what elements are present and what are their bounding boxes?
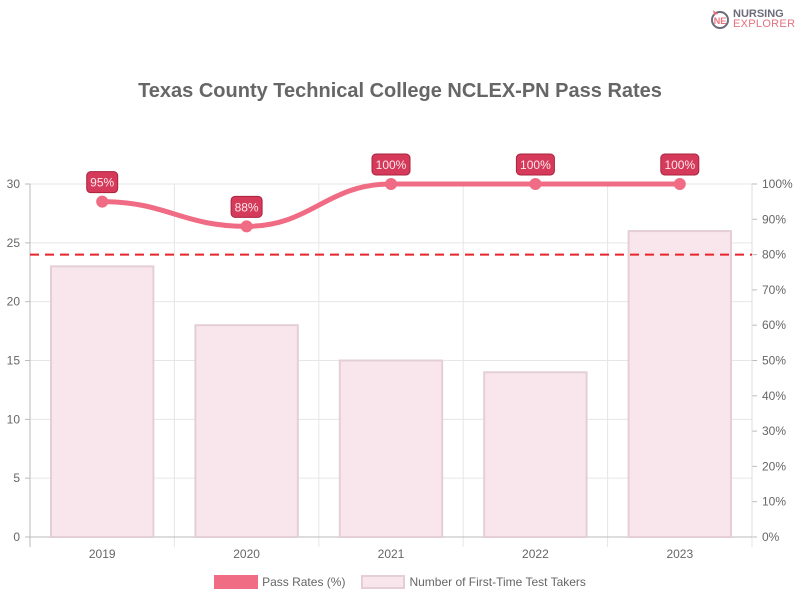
y-right-tick-label: 60%: [762, 318, 786, 332]
pass-rate-point: [240, 220, 253, 233]
data-label-bg: [371, 153, 411, 176]
bar-test-takers: [483, 371, 588, 538]
pass-rate-line: [99, 181, 683, 229]
y-left-tick-label: 15: [7, 354, 21, 368]
x-tick-label: 2021: [378, 547, 405, 561]
logo-line1: NURSING: [733, 8, 784, 20]
x-tick-label: 2020: [233, 547, 260, 561]
data-label: 95%: [90, 176, 114, 190]
data-label: 100%: [520, 158, 551, 172]
legend-item-test-takers[interactable]: Number of First-Time Test Takers: [361, 575, 586, 589]
data-label: 88%: [235, 200, 259, 214]
bar-test-takers: [338, 359, 444, 538]
chart-legend: Pass Rates (%) Number of First-Time Test…: [0, 575, 800, 589]
y-right-tick-label: 40%: [762, 389, 786, 403]
x-tick-label: 2022: [522, 547, 549, 561]
pass-rate-point: [673, 178, 686, 190]
data-label: 100%: [664, 158, 695, 172]
y-left-tick-label: 20: [7, 295, 21, 309]
bar-test-takers: [50, 265, 155, 538]
y-right-tick-label: 100%: [762, 177, 793, 191]
y-right-tick-label: 70%: [762, 283, 786, 297]
data-label-bg: [515, 153, 555, 176]
y-right-tick-label: 30%: [762, 424, 786, 438]
y-left-tick-label: 30: [7, 177, 21, 191]
logo-icon: NE: [711, 10, 729, 29]
y-right-tick-label: 0%: [762, 530, 780, 544]
x-tick-label: 2019: [89, 547, 116, 561]
legend-swatch-test-takers: [361, 575, 406, 589]
data-label-bg: [86, 171, 119, 194]
x-tick-label: 2023: [666, 547, 693, 561]
legend-item-pass-rates[interactable]: Pass Rates (%): [214, 575, 345, 589]
chart-title: Texas County Technical College NCLEX-PN …: [138, 80, 662, 102]
pass-rate-point: [96, 195, 109, 208]
y-right-tick-label: 50%: [762, 354, 786, 368]
legend-label: Number of First-Time Test Takers: [409, 575, 586, 589]
data-label-bg: [230, 195, 263, 218]
y-right-tick-label: 80%: [762, 248, 786, 262]
y-left-tick-label: 10: [7, 412, 21, 426]
data-label-bg: [660, 153, 700, 176]
nursing-explorer-logo: NE NURSING EXPLORER: [710, 8, 795, 30]
y-right-tick-label: 90%: [762, 212, 786, 226]
bar-test-takers: [194, 324, 299, 539]
pass-rate-point: [529, 178, 542, 190]
data-label: 100%: [376, 158, 407, 172]
legend-swatch-pass-rates: [214, 575, 259, 589]
y-right-tick-label: 20%: [762, 459, 786, 473]
y-left-tick-label: 0: [13, 530, 20, 544]
pass-rate-point: [385, 178, 397, 190]
bar-test-takers: [627, 230, 732, 538]
logo-line2: EXPLORER: [733, 18, 796, 30]
y-left-tick-label: 5: [13, 471, 20, 485]
y-right-tick-label: 10%: [762, 495, 786, 509]
svg-text:NE: NE: [714, 16, 727, 26]
legend-label: Pass Rates (%): [262, 575, 346, 589]
y-left-tick-label: 25: [7, 236, 21, 250]
